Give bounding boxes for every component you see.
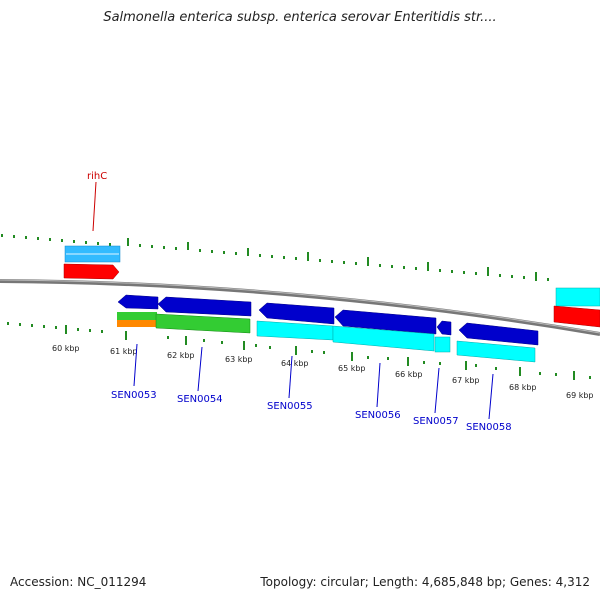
sen0058-cyan-feature[interactable] [456,340,536,363]
sen0054-green-feature[interactable] [155,313,251,334]
right-cyan-feature[interactable] [555,287,600,307]
sen0053-orange-feature[interactable] [117,320,157,327]
scale-label-65: 65 kbp [338,364,366,373]
scale-label-63: 63 kbp [225,355,253,364]
upper-features [63,245,600,328]
rihc-red-arrow[interactable] [63,263,120,280]
scale-label-60: 60 kbp [52,344,80,353]
scale-label-67: 67 kbp [452,376,480,385]
gene-label-sen0055: SEN0055 [267,401,313,412]
sen0054-blue-arrow[interactable] [157,296,252,317]
right-red-feature[interactable] [553,305,600,328]
genome-backbone [0,279,600,336]
gene-label-rihc: rihC [87,171,107,182]
gene-label-sen0057: SEN0057 [413,416,459,427]
scale-label-69: 69 kbp [566,391,594,400]
scale-label-62: 62 kbp [167,351,195,360]
scale-label-68: 68 kbp [509,383,537,392]
sen0058-blue-arrow[interactable] [458,322,539,346]
scale-label-61: 61 kbp [110,347,138,356]
sen0057-cyan-feature[interactable] [434,336,451,353]
upper-tick-track [1,234,549,281]
gene-label-sen0053: SEN0053 [111,390,157,401]
sen0056-blue-arrow[interactable] [334,309,437,335]
leader-lines [92,181,494,420]
map-title: Salmonella enterica subsp. enterica sero… [103,10,497,25]
genome-stats-text: Topology: circular; Length: 4,685,848 bp… [260,575,590,589]
lower-tick-track [7,322,591,380]
gene-label-sen0058: SEN0058 [466,422,512,433]
accession-text: Accession: NC_011294 [10,575,147,589]
sen0053-blue-arrow[interactable] [117,294,159,310]
lower-features [117,294,539,363]
sen0056-cyan-feature[interactable] [332,325,435,352]
sen0057-blue-arrow[interactable] [436,320,452,336]
sen0055-cyan-feature[interactable] [256,320,334,341]
sen0055-blue-arrow[interactable] [258,302,335,325]
scale-label-66: 66 kbp [395,370,423,379]
sen0053-green-feature[interactable] [117,312,157,320]
gene-label-sen0056: SEN0056 [355,410,401,421]
gene-label-sen0054: SEN0054 [177,394,223,405]
scale-label-64: 64 kbp [281,359,309,368]
